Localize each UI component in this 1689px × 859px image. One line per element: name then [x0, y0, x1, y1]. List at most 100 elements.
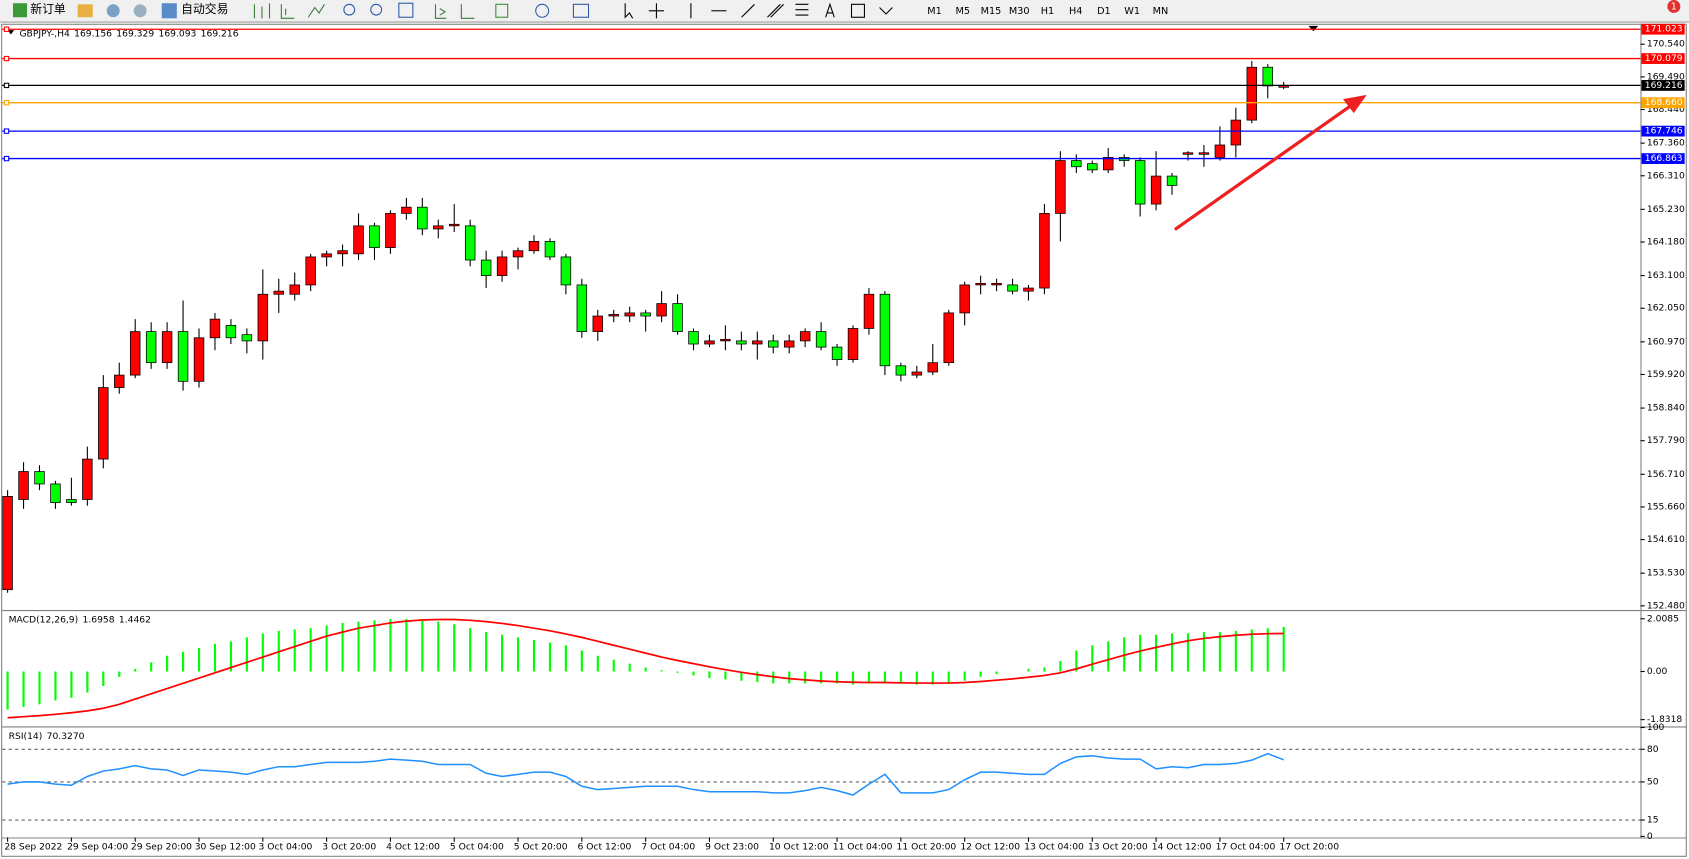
tool-icon[interactable] [77, 4, 93, 18]
candle-body [863, 293, 875, 329]
candle-body [464, 225, 476, 261]
new-order-button[interactable]: 新订单 [30, 2, 66, 16]
x-tick-label: 5 Oct 20:00 [514, 842, 568, 853]
y-tick-label: 15 [1647, 815, 1659, 826]
close-value: 169.216 [201, 28, 239, 39]
trendline-tool[interactable] [741, 3, 755, 18]
timeframe-button[interactable]: M1 [927, 6, 942, 17]
x-tick-label: 29 Sep 04:00 [67, 842, 128, 853]
level-handle [3, 100, 10, 106]
candle-body [560, 256, 572, 286]
price-level-box [1641, 125, 1685, 137]
candle-body [512, 250, 524, 258]
new-order-icon[interactable] [12, 3, 27, 18]
candle-body [273, 290, 284, 295]
price-level-label: 169.216 [1645, 80, 1683, 91]
crosshair-tool[interactable] [648, 3, 664, 19]
x-tick-label: 11 Oct 04:00 [833, 842, 893, 853]
candle-body [624, 312, 635, 317]
price-level-box [1641, 97, 1685, 109]
rsi-title: RSI(14) [9, 731, 43, 742]
notification-badge[interactable] [1667, 0, 1681, 13]
zoom-out[interactable] [370, 3, 383, 16]
timeframe-button[interactable]: H4 [1069, 6, 1082, 17]
macd-header: MACD(12,26,9) 1.6958 1.4462 [9, 614, 151, 625]
y-tick-label: 154.610 [1647, 534, 1685, 545]
level-handle [3, 82, 10, 89]
tool-icon[interactable] [307, 4, 325, 18]
tool-icon[interactable] [106, 4, 120, 18]
cursor-tool[interactable] [624, 3, 634, 19]
candle-body [50, 483, 61, 503]
y-tick-label: 165.230 [1647, 204, 1685, 215]
y-tick-label: 160.970 [1647, 336, 1685, 347]
tool-icon[interactable] [460, 4, 475, 19]
shapes-tool[interactable] [879, 7, 893, 15]
candle-body [576, 284, 588, 332]
open-value: 169.156 [74, 28, 112, 39]
timeframe-button[interactable]: W1 [1124, 6, 1140, 17]
toolbar-bg [0, 0, 1689, 23]
candle-body [177, 331, 189, 382]
zoom-in[interactable] [343, 3, 356, 16]
price-level-box [1641, 53, 1685, 64]
x-tick-label: 4 Oct 12:00 [386, 842, 440, 853]
x-tick-label: 10 Oct 12:00 [769, 842, 829, 853]
candle-body [1103, 157, 1114, 171]
price-level-tag: 170.079 [1641, 53, 1685, 64]
candle-body [991, 282, 1002, 286]
macd-value: 1.6958 [83, 614, 115, 625]
tool-icon[interactable] [434, 4, 447, 19]
timeframe-button[interactable]: H1 [1041, 6, 1054, 17]
x-tick-label: 30 Sep 12:00 [195, 842, 256, 853]
candle-body [799, 331, 811, 342]
low-value: 169.093 [158, 28, 196, 39]
candle-body [66, 499, 77, 503]
timeframe-button[interactable]: M30 [1009, 6, 1030, 17]
y-tick-label: 168.440 [1647, 104, 1685, 115]
timeframe-button[interactable]: M5 [955, 6, 970, 17]
candle-body [1262, 66, 1273, 87]
price-level-label: 170.079 [1645, 53, 1683, 64]
tool-icon[interactable] [253, 3, 271, 19]
timeframe-button[interactable]: MN [1153, 6, 1169, 17]
candle-body [193, 337, 205, 382]
tile-windows[interactable] [398, 2, 414, 18]
candle-body [640, 312, 651, 317]
indicators[interactable] [495, 3, 509, 18]
candle-body [927, 362, 938, 373]
tool-icon[interactable] [133, 4, 147, 18]
auto-trading-button[interactable]: 自动交易 [181, 2, 228, 16]
timeframe-button[interactable]: D1 [1097, 6, 1111, 17]
text-tool[interactable] [825, 2, 835, 18]
price-level-tag: 166.863 [1641, 153, 1685, 164]
timeframe-button[interactable]: M15 [981, 6, 1002, 17]
rsi-header: RSI(14) 70.3270 [9, 731, 85, 742]
arrow-head [1342, 94, 1367, 114]
x-tick-label: 5 Oct 04:00 [450, 842, 504, 853]
price-level-box [1641, 23, 1685, 35]
candle-body [544, 241, 556, 258]
channel-tool[interactable] [767, 3, 784, 18]
fibo-tool[interactable] [795, 3, 809, 16]
x-tick-label: 29 Sep 20:00 [131, 842, 192, 853]
candle-body [672, 303, 683, 332]
periods[interactable] [535, 3, 550, 18]
auto-trading-icon[interactable] [161, 3, 177, 19]
price-level-label: 171.023 [1645, 24, 1683, 35]
symbol: GBPJPY-,H4 [19, 28, 70, 39]
candle-body [975, 282, 986, 286]
notification-count: 1 [1671, 1, 1677, 12]
candle-body [82, 458, 93, 500]
label-tool[interactable] [850, 3, 865, 18]
candle-body [98, 387, 109, 460]
rsi-value: 70.3270 [47, 731, 85, 742]
candle-body [145, 331, 157, 364]
y-tick-label: 158.840 [1647, 403, 1685, 414]
candle-body [1182, 152, 1194, 155]
templates[interactable] [572, 3, 590, 18]
tool-icon[interactable] [280, 4, 295, 19]
y-tick-label: 164.180 [1647, 237, 1685, 248]
